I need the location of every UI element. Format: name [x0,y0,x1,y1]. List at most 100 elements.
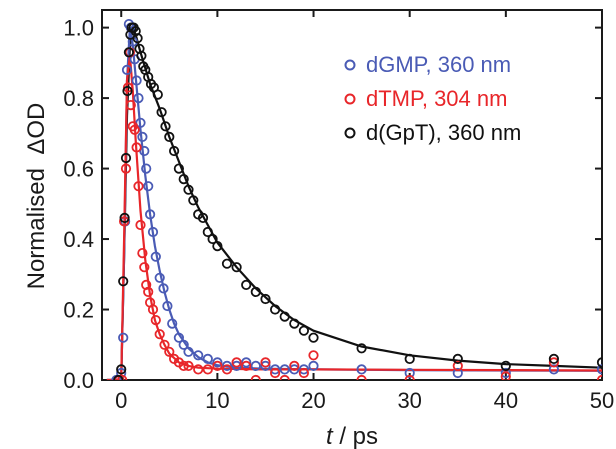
data-point [188,195,199,206]
y-axis-title-prefix: Normalised [23,155,50,290]
data-point [193,364,204,375]
data-point [260,360,271,371]
data-point [250,360,261,371]
data-point [356,364,367,375]
data-point [279,374,290,380]
data-point [452,360,463,371]
data-point [452,353,463,364]
data-point [212,241,223,252]
data-point [133,93,144,104]
data-point [116,364,127,375]
data-point [596,357,602,368]
data-point [147,304,159,315]
data-point [152,89,163,100]
data-point [250,374,261,380]
data-point [117,374,128,380]
data-point [500,367,511,379]
data-point [137,248,148,259]
legend-marker [344,127,356,139]
legend: dGMP, 360 nm dTMP, 304 nm d(GpT), 360 nm [344,52,521,145]
series-2-points [114,47,602,380]
data-point [596,364,602,375]
data-point [173,332,184,343]
x-tick-label: 30 [397,388,421,413]
data-point [207,233,218,245]
data-point [202,364,213,375]
data-point [279,364,290,375]
data-point [133,181,144,192]
data-point [212,360,223,371]
y-tick-label: 0.8 [63,86,94,111]
data-point [308,360,319,371]
series-2-fit-line [106,55,602,380]
data-point [231,360,242,371]
data-point [356,343,367,354]
x-tick-label: 0 [115,388,127,413]
data-point [120,152,132,164]
data-point [260,293,271,305]
data-point [125,100,136,111]
data-point [158,283,169,294]
data-point [452,367,463,379]
data-point [123,47,134,58]
legend-marker [344,93,356,105]
legend-label: d(GpT), 360 nm [366,120,521,145]
data-point [156,107,167,118]
data-point [131,142,142,153]
data-point [164,346,175,357]
data-point [269,367,281,379]
data-point [197,212,209,223]
data-point [221,360,233,371]
data-point [143,181,154,192]
data-point [119,212,130,223]
data-point [212,357,223,368]
x-axis-title: t / ps [326,423,378,449]
data-point [250,286,261,297]
legend-label: dTMP, 304 nm [366,86,507,111]
data-point [136,50,147,61]
data-point [159,339,170,350]
data-point [164,131,175,142]
data-point [150,314,161,326]
data-points [111,19,602,380]
data-point [113,374,124,380]
y-tick-label: 0.6 [63,157,94,182]
data-point [548,357,560,368]
data-point [548,364,560,375]
data-point [183,360,194,371]
legend-label: dGMP, 360 nm [366,52,511,77]
x-tick-label: 10 [205,388,229,413]
fit-curves [106,23,602,380]
data-point [500,371,511,380]
data-point [122,85,133,97]
x-tick-label: 50 [590,388,614,413]
y-axis-title-delta: Δ [23,139,50,155]
data-point [193,350,204,361]
data-point [137,131,148,142]
series-1-points [111,19,602,380]
data-point [162,300,173,312]
data-point [120,163,132,174]
data-point [178,174,189,185]
data-point [118,332,129,343]
data-point [221,364,233,375]
data-point [298,364,309,375]
data-point [221,258,233,269]
data-point [129,124,140,135]
series-1-fit-line [106,27,602,380]
data-point [135,219,146,231]
data-point [178,360,189,371]
data-point [147,226,159,238]
data-point [154,329,165,340]
data-point [160,121,171,132]
data-point [141,163,152,174]
data-point [596,374,602,380]
y-tick-label: 0.0 [63,368,94,393]
x-tick-label: 20 [301,388,325,413]
series-3-fit-line [106,23,602,380]
data-point [241,360,252,371]
data-point [154,272,165,283]
y-tick-label: 0.4 [63,227,94,252]
data-point [121,64,133,76]
